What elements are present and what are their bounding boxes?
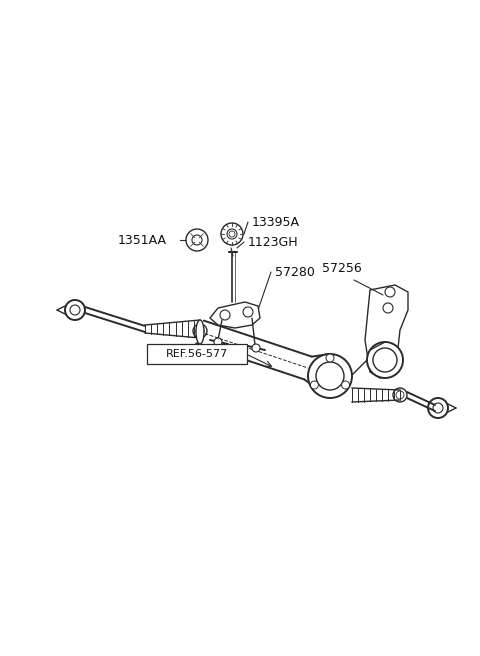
Ellipse shape (196, 320, 204, 344)
FancyBboxPatch shape (147, 344, 247, 364)
Circle shape (220, 310, 230, 320)
Circle shape (385, 287, 395, 297)
Circle shape (227, 229, 237, 239)
Text: 13395A: 13395A (252, 216, 300, 228)
Circle shape (311, 381, 318, 389)
Circle shape (383, 303, 393, 313)
Text: 1123GH: 1123GH (248, 236, 299, 249)
Circle shape (308, 354, 352, 398)
Text: REF.56-577: REF.56-577 (166, 349, 228, 359)
Circle shape (367, 342, 403, 378)
Polygon shape (365, 285, 408, 378)
Circle shape (214, 338, 222, 346)
Circle shape (342, 381, 349, 389)
Polygon shape (210, 302, 260, 328)
Circle shape (186, 229, 208, 251)
Circle shape (252, 344, 260, 352)
Circle shape (243, 307, 253, 317)
Circle shape (221, 223, 243, 245)
Text: 1351AA: 1351AA (118, 234, 167, 247)
Text: 57280: 57280 (275, 266, 315, 279)
Text: 57256: 57256 (322, 262, 362, 274)
Circle shape (326, 354, 334, 362)
